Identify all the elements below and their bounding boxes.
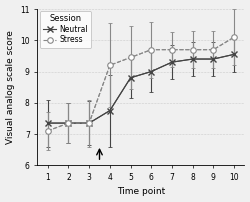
Line: Neutral: Neutral bbox=[45, 52, 237, 126]
Stress bbox=[88, 122, 91, 124]
Stress bbox=[212, 48, 215, 51]
Stress bbox=[170, 48, 173, 51]
Neutral bbox=[212, 58, 215, 60]
Stress bbox=[67, 122, 70, 124]
Neutral bbox=[170, 61, 173, 63]
Neutral bbox=[232, 53, 235, 56]
Stress bbox=[46, 130, 49, 132]
Legend: Neutral, Stress: Neutral, Stress bbox=[40, 11, 91, 47]
Neutral bbox=[88, 122, 91, 124]
Neutral bbox=[129, 77, 132, 79]
Stress bbox=[108, 64, 111, 66]
Neutral bbox=[191, 58, 194, 60]
Stress bbox=[191, 48, 194, 51]
Y-axis label: Visual analog scale score: Visual analog scale score bbox=[6, 30, 15, 144]
Neutral bbox=[108, 109, 111, 112]
Neutral bbox=[67, 122, 70, 124]
X-axis label: Time point: Time point bbox=[117, 187, 165, 196]
Neutral bbox=[46, 122, 49, 124]
Neutral bbox=[150, 70, 153, 73]
Stress bbox=[232, 36, 235, 38]
Stress bbox=[129, 56, 132, 59]
Line: Stress: Stress bbox=[45, 34, 237, 134]
Stress bbox=[150, 48, 153, 51]
